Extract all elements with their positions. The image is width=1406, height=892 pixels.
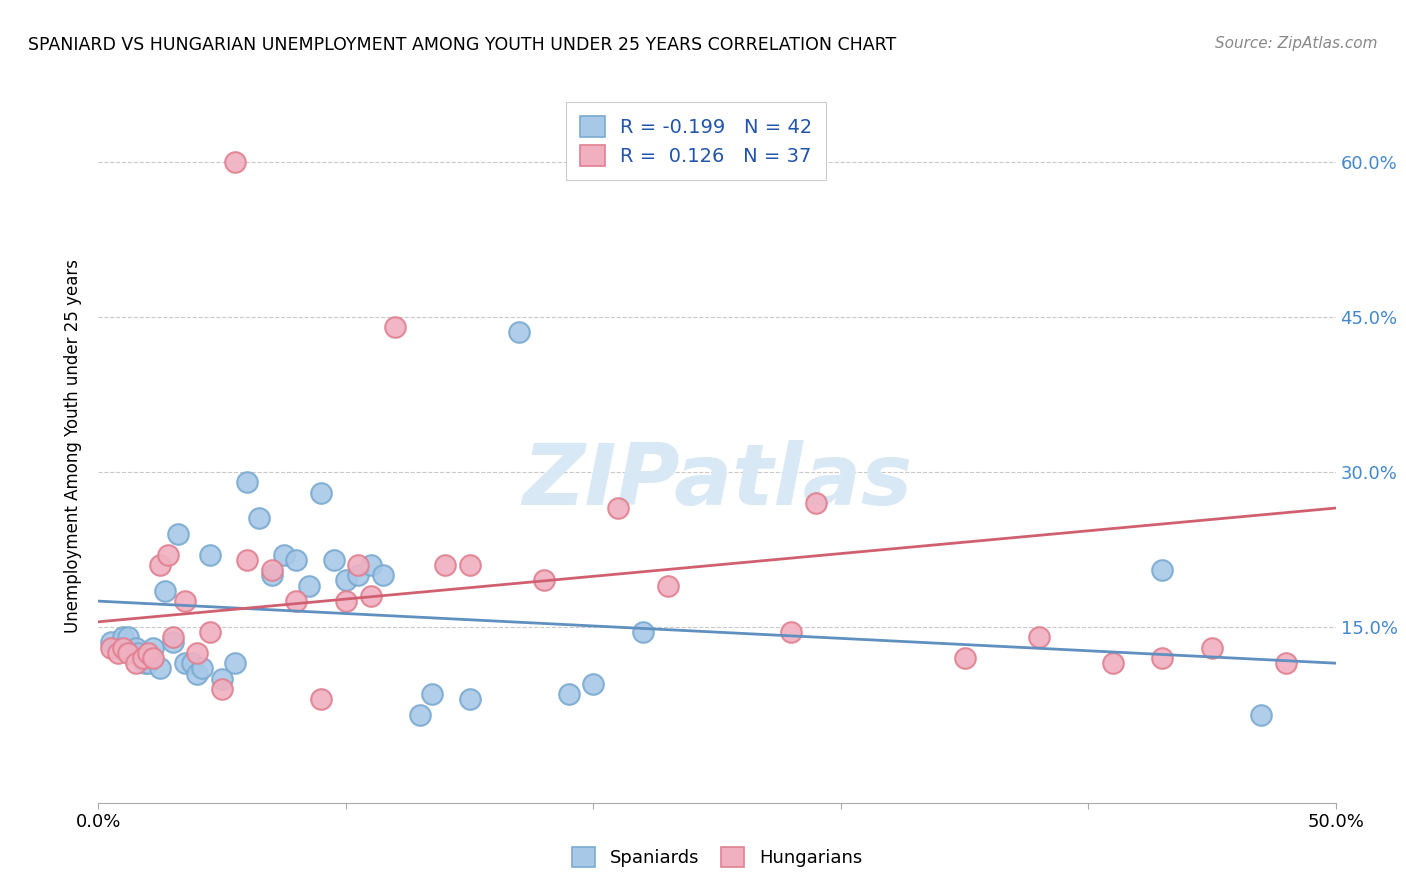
Point [142, 651, 165, 665]
Point [1152, 563, 1174, 577]
Point [191, 661, 214, 675]
Point [112, 640, 135, 655]
Point [347, 558, 370, 572]
Point [149, 558, 172, 572]
Point [100, 640, 122, 655]
Point [285, 594, 308, 608]
Point [224, 154, 246, 169]
Point [1201, 640, 1223, 655]
Text: Source: ZipAtlas.com: Source: ZipAtlas.com [1215, 36, 1378, 51]
Point [384, 320, 406, 334]
Point [260, 568, 283, 582]
Point [162, 630, 184, 644]
Point [458, 692, 481, 706]
Point [117, 646, 139, 660]
Point [409, 707, 432, 722]
Point [508, 325, 530, 339]
Point [132, 651, 155, 665]
Point [127, 646, 149, 660]
Point [132, 651, 155, 665]
Point [156, 548, 179, 562]
Point [247, 511, 270, 525]
Point [458, 558, 481, 572]
Point [422, 687, 444, 701]
Point [107, 646, 129, 660]
Point [309, 692, 332, 706]
Point [162, 635, 184, 649]
Point [142, 640, 165, 655]
Point [174, 656, 197, 670]
Point [1275, 656, 1298, 670]
Point [186, 646, 208, 660]
Point [360, 558, 382, 572]
Point [136, 656, 159, 670]
Point [335, 574, 357, 588]
Point [100, 635, 122, 649]
Point [322, 553, 344, 567]
Point [804, 496, 827, 510]
Point [186, 666, 208, 681]
Point [273, 548, 295, 562]
Point [134, 656, 156, 670]
Point [557, 687, 579, 701]
Point [174, 594, 197, 608]
Legend: Spaniards, Hungarians: Spaniards, Hungarians [562, 838, 872, 876]
Point [236, 553, 259, 567]
Point [1102, 656, 1125, 670]
Point [198, 548, 221, 562]
Point [347, 568, 370, 582]
Point [582, 677, 605, 691]
Point [124, 640, 146, 655]
Y-axis label: Unemployment Among Youth under 25 years: Unemployment Among Youth under 25 years [65, 259, 83, 633]
Point [112, 630, 135, 644]
Point [1152, 651, 1174, 665]
Point [657, 579, 679, 593]
Point [298, 579, 321, 593]
Point [124, 656, 146, 670]
Point [236, 475, 259, 490]
Point [433, 558, 456, 572]
Point [371, 568, 394, 582]
Point [607, 501, 630, 516]
Point [224, 656, 246, 670]
Point [211, 672, 233, 686]
Point [360, 589, 382, 603]
Text: ZIPatlas: ZIPatlas [522, 440, 912, 524]
Point [285, 553, 308, 567]
Point [211, 681, 233, 696]
Point [631, 625, 654, 640]
Point [309, 485, 332, 500]
Point [181, 656, 204, 670]
Point [136, 646, 159, 660]
Point [155, 583, 177, 598]
Point [335, 594, 357, 608]
Point [166, 527, 188, 541]
Text: SPANIARD VS HUNGARIAN UNEMPLOYMENT AMONG YOUTH UNDER 25 YEARS CORRELATION CHART: SPANIARD VS HUNGARIAN UNEMPLOYMENT AMONG… [28, 36, 897, 54]
Point [198, 625, 221, 640]
Point [149, 661, 172, 675]
Point [107, 640, 129, 655]
Point [953, 651, 976, 665]
Point [780, 625, 803, 640]
Point [1250, 707, 1272, 722]
Point [533, 574, 555, 588]
Point [260, 563, 283, 577]
Point [1028, 630, 1050, 644]
Point [117, 630, 139, 644]
